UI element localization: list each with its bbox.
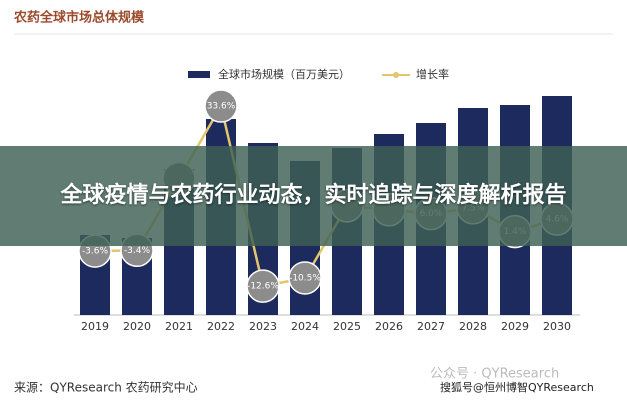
legend-label: 全球市场规模（百万美元） bbox=[218, 67, 350, 81]
x-tick-label: 2027 bbox=[417, 320, 445, 333]
data-label: -3.6% bbox=[82, 247, 109, 257]
source: 来源：QYResearch 农药研究中心 bbox=[14, 380, 198, 395]
data-label: -3.4% bbox=[124, 246, 151, 256]
watermark: 公众号 · QYResearch bbox=[430, 367, 559, 382]
x-tick-label: 2028 bbox=[459, 320, 487, 333]
watermark: 搜狐号@恒州博智QYResearch bbox=[440, 380, 594, 394]
headline: 全球疫情与农药行业动态，实时追踪与深度解析报告 bbox=[60, 183, 567, 208]
growth-point bbox=[204, 89, 238, 123]
legend-label: 增长率 bbox=[416, 67, 449, 81]
x-tick-label: 2020 bbox=[123, 320, 151, 333]
x-tick-label: 2025 bbox=[333, 320, 361, 333]
growth-point bbox=[246, 269, 280, 303]
legend-swatch bbox=[188, 71, 210, 78]
x-tick-label: 2019 bbox=[81, 320, 109, 333]
x-tick-label: 2026 bbox=[375, 320, 403, 333]
growth-point bbox=[288, 261, 322, 295]
x-tick-label: 2023 bbox=[249, 320, 277, 333]
data-label: 33.6% bbox=[207, 102, 236, 112]
x-tick-label: 2021 bbox=[165, 320, 193, 333]
x-tick-label: 2022 bbox=[207, 320, 235, 333]
x-tick-label: 2029 bbox=[501, 320, 529, 333]
data-label: -12.6% bbox=[247, 282, 279, 292]
legend-swatch bbox=[393, 72, 399, 78]
x-tick-label: 2024 bbox=[291, 320, 319, 333]
banner: 全球疫情与农药行业动态，实时追踪与深度解析报告 bbox=[0, 146, 627, 246]
data-label: -10.5% bbox=[289, 273, 321, 283]
x-tick-label: 2030 bbox=[543, 320, 571, 333]
chart-title: 农药全球市场总体规模 bbox=[13, 10, 145, 26]
